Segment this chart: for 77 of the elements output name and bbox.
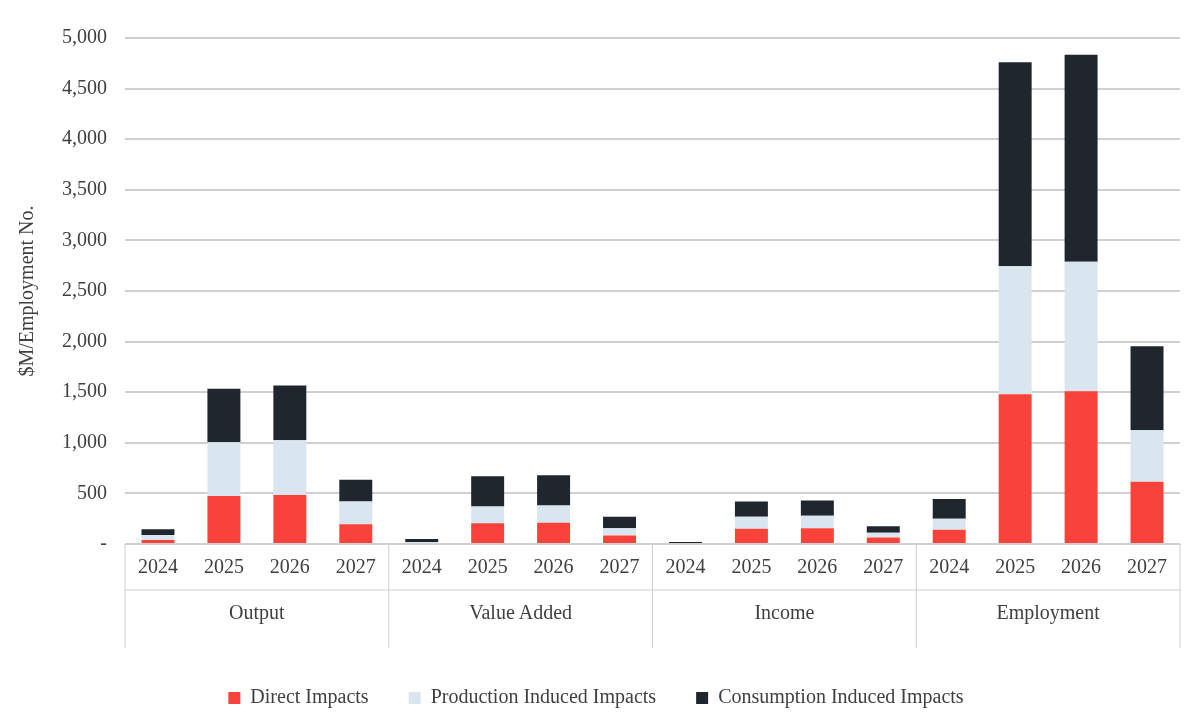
x-tick-label: 2025 bbox=[995, 555, 1036, 578]
bar bbox=[998, 62, 1032, 267]
x-tick-label: 2024 bbox=[929, 555, 970, 578]
bar bbox=[603, 528, 637, 536]
bar bbox=[273, 494, 307, 543]
x-tick-label: 2024 bbox=[665, 555, 706, 578]
text: Value Added bbox=[469, 601, 573, 624]
y-tick-label: 1,500 bbox=[62, 379, 107, 402]
bar bbox=[339, 524, 373, 543]
bar bbox=[932, 518, 966, 530]
x-tick-label: 2026 bbox=[797, 555, 838, 578]
bar bbox=[800, 528, 834, 543]
bar bbox=[866, 537, 900, 543]
bar bbox=[537, 505, 571, 523]
x-tick-label: 2025 bbox=[731, 555, 772, 578]
bar bbox=[866, 526, 900, 533]
y-tick-label: 3,500 bbox=[62, 177, 107, 200]
x-tick-label: 2027 bbox=[335, 555, 376, 578]
bar bbox=[603, 516, 637, 529]
x-tick-label: 2024 bbox=[401, 555, 442, 578]
x-tick-label: 2025 bbox=[467, 555, 508, 578]
bar bbox=[273, 385, 307, 441]
bar bbox=[603, 535, 637, 543]
y-tick-label: 2,000 bbox=[62, 328, 107, 351]
bar bbox=[339, 479, 373, 502]
x-tick-label: 2025 bbox=[203, 555, 244, 578]
bar bbox=[1064, 54, 1098, 262]
y-tick-label: 2,500 bbox=[62, 278, 107, 301]
legend-label: Production Induced Impacts bbox=[430, 685, 657, 709]
bar bbox=[998, 266, 1032, 395]
bar bbox=[932, 498, 966, 519]
bar bbox=[1130, 481, 1164, 543]
bar bbox=[141, 534, 175, 540]
y-tick-label: 3,000 bbox=[62, 227, 107, 250]
y-tick-label: 4,500 bbox=[62, 75, 107, 98]
bar bbox=[537, 522, 571, 543]
bar bbox=[405, 538, 439, 542]
y-tick-label: 4,000 bbox=[62, 126, 107, 149]
text: Income bbox=[754, 601, 815, 624]
bar bbox=[998, 394, 1032, 543]
y-tick-label: - bbox=[100, 531, 107, 554]
bar bbox=[932, 529, 966, 543]
bar bbox=[207, 495, 241, 543]
bar bbox=[1130, 430, 1164, 482]
y-tick-label: 500 bbox=[77, 480, 107, 503]
x-tick-label: 2024 bbox=[137, 555, 178, 578]
bar bbox=[734, 516, 768, 529]
x-tick-label: 2026 bbox=[533, 555, 574, 578]
bar bbox=[800, 515, 834, 529]
bar bbox=[471, 523, 505, 543]
bar bbox=[339, 501, 373, 525]
text: Output bbox=[229, 601, 286, 625]
bar bbox=[273, 440, 307, 495]
bar bbox=[471, 476, 505, 507]
bar bbox=[1064, 261, 1098, 392]
bar bbox=[471, 506, 505, 524]
y-tick-label: 5,000 bbox=[62, 25, 107, 48]
legend-label: Direct Impacts bbox=[250, 685, 369, 709]
y-tick-label: 1,000 bbox=[62, 430, 107, 453]
y-axis-title: $M/Employment No. bbox=[15, 205, 39, 377]
x-tick-label: 2027 bbox=[863, 555, 904, 578]
bar bbox=[800, 500, 834, 516]
bar bbox=[1064, 391, 1098, 543]
bar bbox=[537, 475, 571, 506]
x-tick-label: 2026 bbox=[1061, 555, 1102, 578]
x-tick-label: 2026 bbox=[269, 555, 310, 578]
x-tick-label: 2027 bbox=[599, 555, 640, 578]
bar bbox=[1130, 346, 1164, 431]
legend-label: Consumption Induced Impacts bbox=[718, 685, 964, 709]
bar bbox=[141, 539, 175, 543]
bar bbox=[207, 388, 241, 443]
x-tick-label: 2027 bbox=[1127, 555, 1168, 578]
bar bbox=[141, 529, 175, 535]
bar bbox=[734, 501, 768, 517]
bar bbox=[734, 528, 768, 543]
bar bbox=[207, 442, 241, 496]
text: Employment bbox=[996, 601, 1101, 625]
